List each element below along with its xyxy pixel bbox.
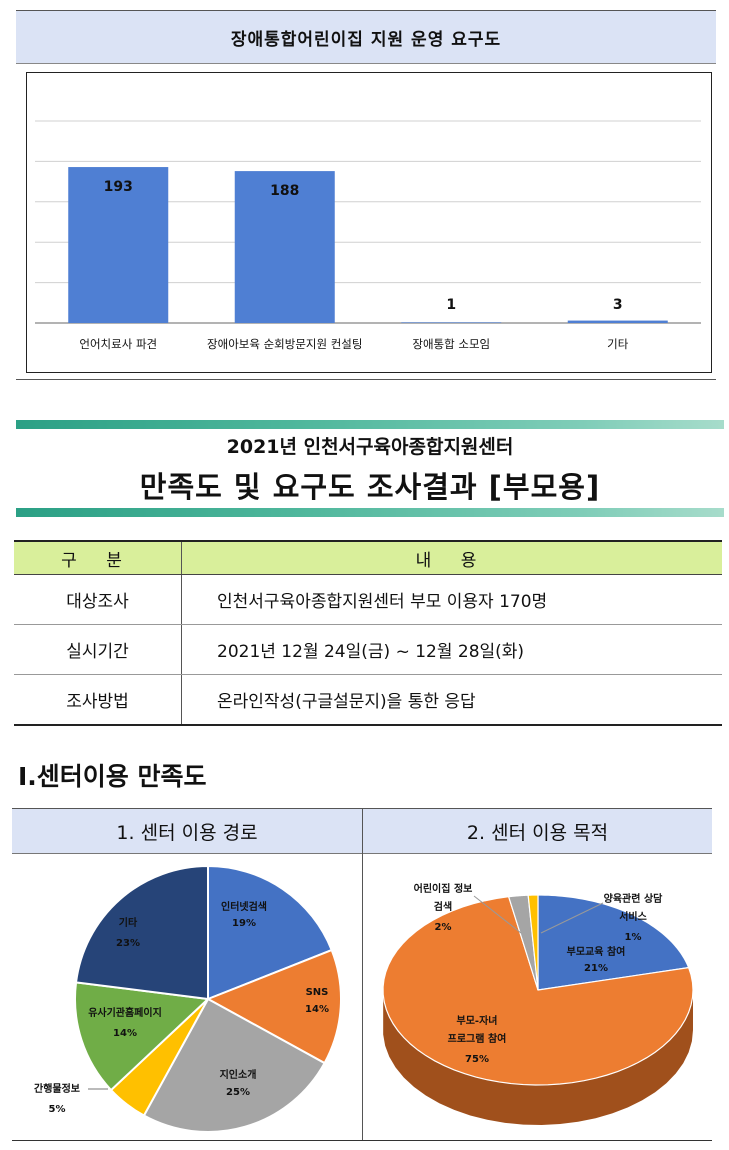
pie2-title: 2. 센터 이용 목적 [363,808,712,854]
row-label: 대상조사 [14,574,182,625]
pie1-pct: 14% [113,1028,137,1039]
bar-value-label: 188 [270,183,299,199]
pie1-pct: 5% [49,1104,66,1115]
pie1-pct: 14% [305,1004,329,1015]
pie-slice [207,864,333,1001]
pie1-label: 유사기관홈페이지 [88,1006,162,1019]
column-divider [362,808,363,1140]
pie2-label: 검색 [434,900,452,913]
pie2-label: 프로그램 참여 [448,1032,507,1045]
table-row: 실시기간 2021년 12월 24일(금) ~ 12월 28일(화) [14,624,722,675]
leader-line [473,895,522,934]
table-header-row: 구 분 내 용 [14,540,722,575]
pie-chart-purpose: 부모교육 참여 21% 부모-자녀 프로그램 참여 75% 어린이집 정보 검색… [382,882,694,1125]
row-value: 인천서구육아종합지원센터 부모 이용자 170명 [181,574,722,625]
table-row: 대상조사 인천서구육아종합지원센터 부모 이용자 170명 [14,574,722,625]
bar-chart-frame: 193 언어치료사 파견 188 장애아보육 순회방문지원 컨설팅 1 장애통합 소모임 3… [26,72,712,373]
bar-chart: 193 언어치료사 파견 188 장애아보육 순회방문지원 컨설팅 1 장애통합 소모임 3… [35,120,701,351]
pie-chart-table: 1. 센터 이용 경로 2. 센터 이용 목적 인터넷검색 19% SNS 14… [12,808,712,1141]
table-row: 조사방법 온라인작성(구글설문지)을 통한 응답 [14,674,722,726]
banner-subtitle: 2021년 인천서구육아종합지원센터 [226,436,514,458]
pie2-pct: 1% [625,932,642,943]
pie2-pct: 2% [435,922,452,933]
survey-info-table: 구 분 내 용 대상조사 인천서구육아종합지원센터 부모 이용자 170명 실시… [14,540,722,726]
pie2-label: 서비스 [619,910,647,923]
bar [401,322,502,323]
header-category: 구 분 [14,540,182,575]
pie1-label: 지인소개 [220,1068,257,1081]
row-value: 온라인작성(구글설문지)을 통한 응답 [181,674,722,726]
banner-bottom-band [16,508,724,517]
pie2-pct: 75% [465,1054,489,1065]
bar [68,167,169,323]
pie-chart-route: 인터넷검색 19% SNS 14% 지인소개 25% 간행물정보 5% 유사기관… [34,864,342,1133]
category-label: 기타 [607,337,629,351]
pie2-label: 부모-자녀 [457,1014,498,1027]
pie2-label: 부모교육 참여 [567,945,626,958]
header-content: 내 용 [181,540,722,575]
pie-slice [74,981,211,1092]
bar-value-label: 3 [613,297,623,313]
pie-slice [205,948,342,1065]
bar [234,171,335,323]
pie2-label: 양육관련 상담 [604,892,663,905]
bar [567,320,668,323]
pie2-label: 어린이집 정보 [414,882,473,895]
row-label: 조사방법 [14,674,182,726]
banner-top-band [16,420,724,429]
pie1-pct: 19% [232,918,256,929]
pie1-title: 1. 센터 이용 경로 [12,808,362,854]
pie1-pct: 25% [226,1087,250,1098]
leader-line [540,902,604,934]
pie-slice [527,894,539,991]
row-label: 실시기간 [14,624,182,675]
pie-slice [74,864,209,1001]
pie1-label: 인터넷검색 [221,900,267,913]
pie-slice [382,896,694,1086]
row-value: 2021년 12월 24일(금) ~ 12월 28일(화) [181,624,722,675]
pie-side [383,990,693,1125]
pie2-pct: 21% [584,963,608,974]
pie1-label: SNS [306,987,329,998]
pie1-label: 간행물정보 [34,1082,80,1095]
bar-value-label: 193 [104,179,133,195]
category-label: 언어치료사 파견 [79,337,157,351]
pie1-pct: 23% [116,938,140,949]
section-title: Ⅰ.센터이용 만족도 [18,762,207,791]
pie-slice [507,894,539,991]
bar-chart-title: 장애통합어린이집 지원 운영 요구도 [16,10,716,64]
divider [16,379,716,380]
bar-value-label: 1 [446,297,456,313]
banner-title: 만족도 및 요구도 조사결과 [부모용] [139,470,601,504]
pie-slice [537,894,690,991]
category-label: 장애아보육 순회방문지원 컨설팅 [207,337,362,351]
pie1-label: 기타 [119,916,138,929]
category-label: 장애통합 소모임 [412,337,490,351]
pie-slice [142,997,326,1133]
